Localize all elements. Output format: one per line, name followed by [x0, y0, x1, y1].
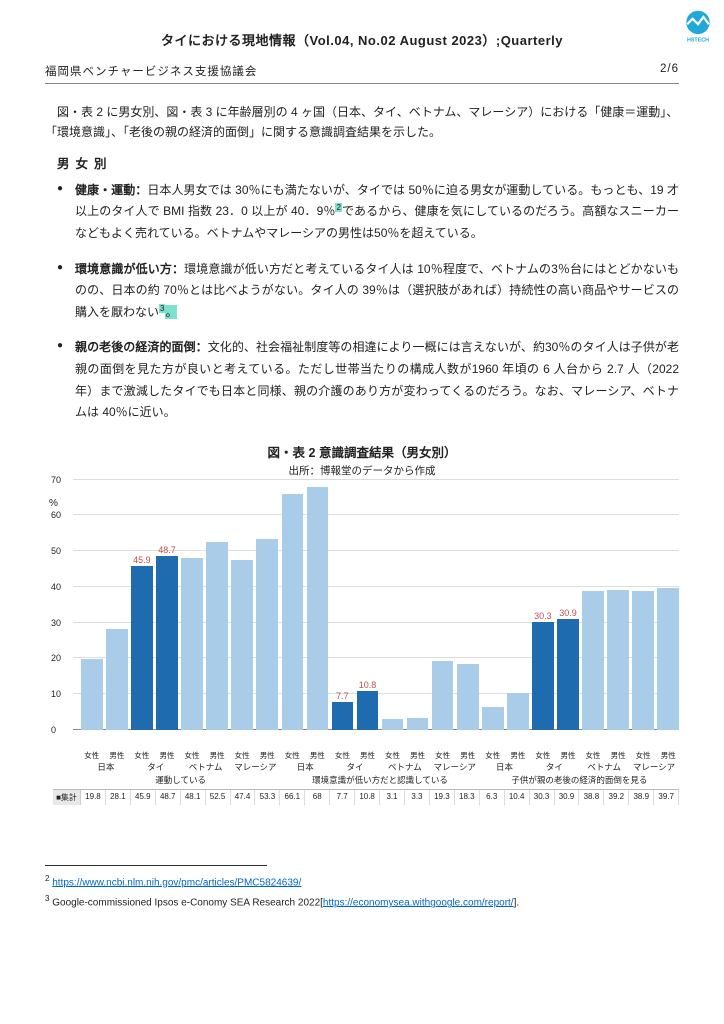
bullet-list: 健康・運動：日本人男女では 30％にも満たないが、タイでは 50％に迫る男女が運… [45, 180, 679, 424]
footnotes: 2 https://www.ncbi.nlm.nih.gov/pmc/artic… [45, 872, 679, 913]
y-axis-label: % [49, 498, 58, 509]
x-country-labels: 日本タイベトナムマレーシア日本タイベトナムマレーシア日本タイベトナムマレーシア [81, 761, 679, 773]
chart-data-table: ■集計 19.828.145.948.748.152.547.453.366.1… [53, 789, 679, 805]
svg-text:HSTECH: HSTECH [687, 37, 709, 43]
chart-bar: 30.3 [532, 622, 554, 730]
chart-bar [106, 629, 128, 729]
chart-container: 図・表 2 意識調査結果（男女別） 出所：博報堂のデータから作成 % 01020… [45, 442, 679, 805]
page-number: 2/6 [660, 63, 679, 79]
chart-bar [482, 707, 504, 730]
chart-bar: 7.7 [332, 702, 354, 730]
x-group-labels: 運動している環境意識が低い方だと認識している子供が親の老後の経済的面倒を見る [81, 774, 679, 786]
footnote-rule [45, 865, 267, 866]
org-name: 福岡県ベンチャービジネス支援協議会 [45, 63, 257, 79]
bullet-item: 健康・運動：日本人男女では 30％にも満たないが、タイでは 50％に迫る男女が運… [75, 180, 679, 245]
chart-bar [81, 659, 103, 730]
intro-paragraph: 図・表 2 に男女別、図・表 3 に年齢層別の 4 ヶ国（日本、タイ、ベトナム、… [45, 102, 679, 143]
chart-bar [231, 560, 253, 729]
chart-bar [457, 664, 479, 729]
chart-bar [657, 588, 679, 730]
bar-chart: % 010203040506070 45.948.77.710.830.330.… [73, 480, 679, 750]
chart-bar: 10.8 [357, 691, 379, 730]
logo-icon: HSTECH [680, 8, 716, 44]
chart-bar [282, 494, 304, 730]
footnote-link[interactable]: https://www.ncbi.nlm.nih.gov/pmc/article… [52, 877, 301, 888]
chart-bar [607, 590, 629, 730]
chart-bar [256, 539, 278, 729]
chart-bar [206, 542, 228, 730]
chart-bar [507, 693, 529, 730]
bullet-item: 親の老後の経済的面倒：文化的、社会福祉制度等の相違により一概には言えないが、約3… [75, 337, 679, 423]
section-heading: 男女別 [57, 153, 679, 172]
x-gender-labels: 女性男性女性男性女性男性女性男性女性男性女性男性女性男性女性男性女性男性女性男性… [81, 750, 679, 761]
chart-bar [307, 487, 329, 730]
chart-bar: 48.7 [156, 556, 178, 730]
doc-title: タイにおける現地情報（Vol.04, No.02 August 2023）;Qu… [45, 30, 679, 49]
footnote-link[interactable]: https://economysea.withgoogle.com/report… [323, 897, 514, 908]
chart-bar [181, 558, 203, 730]
chart-title: 図・表 2 意識調査結果（男女別） [45, 442, 679, 461]
chart-bar [632, 591, 654, 730]
chart-bar: 45.9 [131, 566, 153, 730]
chart-bar [432, 661, 454, 730]
chart-bar: 30.9 [557, 619, 579, 729]
chart-bar [407, 718, 429, 730]
chart-bar [382, 719, 404, 730]
chart-source: 出所：博報堂のデータから作成 [45, 463, 679, 478]
table-header: ■集計 [53, 790, 81, 805]
bullet-item: 環境意識が低い方：環境意識が低い方だと考えているタイ人は 10％程度で、ベトナム… [75, 259, 679, 324]
chart-bar [582, 591, 604, 730]
